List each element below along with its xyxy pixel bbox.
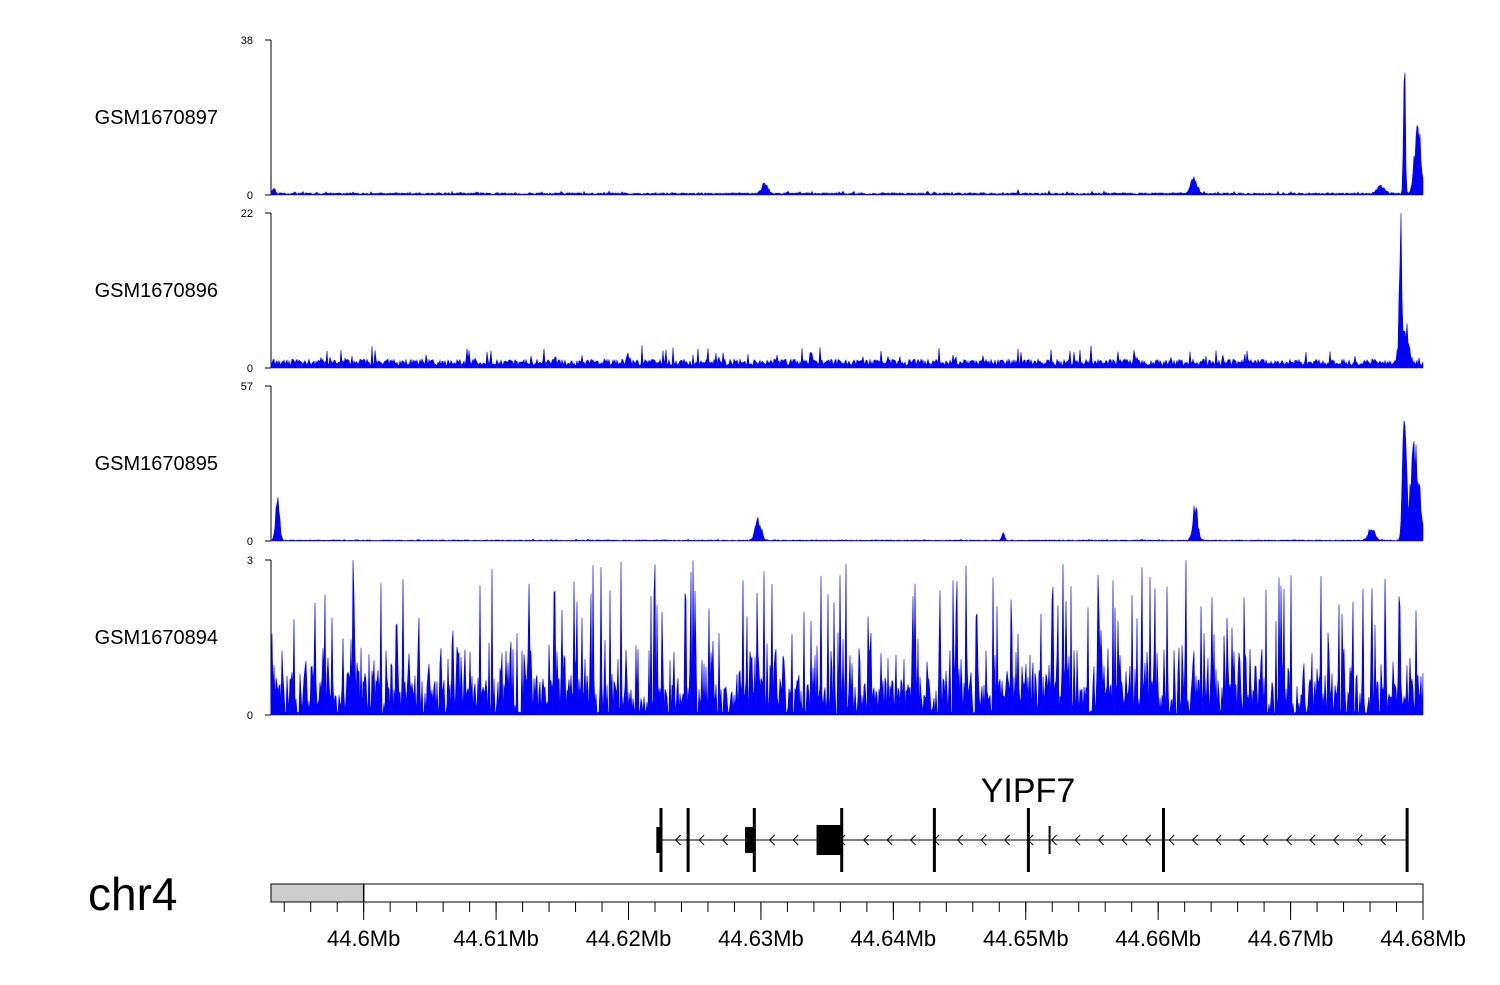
y-tick-label: 0 [247,190,253,202]
y-tick-label: 0 [247,710,253,722]
strand-chevron [1050,834,1058,846]
strand-chevron [768,834,776,846]
y-tick-label: 22 [241,208,253,220]
strand-chevron [1097,834,1105,846]
strand-chevron [886,834,893,846]
track-label: GSM1670896 [95,280,218,302]
gene-model: YIPF7 [656,772,1409,872]
strand-chevron [698,834,705,846]
y-tick-label: 0 [247,536,253,548]
x-tick-label: 44.67Mb [1248,926,1334,951]
track-gsm1670895: GSM1670895 57 0 [95,381,1424,548]
coverage-area [270,420,1424,542]
x-tick-label: 44.63Mb [718,926,804,951]
y-tick-label: 38 [241,35,253,47]
strand-chevron [1262,834,1269,846]
strand-chevron [1332,834,1340,846]
track-label: GSM1670894 [95,627,218,649]
strand-chevron [1121,834,1128,846]
coverage-area [270,560,1424,716]
strand-chevron [1074,834,1081,846]
x-tick-label: 44.65Mb [983,926,1069,951]
gene-name-label: YIPF7 [981,772,1075,810]
ideogram-band [271,884,364,902]
track-label: GSM1670897 [95,107,218,129]
strand-chevron [1144,834,1152,846]
track-gsm1670897: GSM1670897 38 0 [95,35,1424,202]
x-tick-label: 44.66Mb [1115,926,1201,951]
strand-chevron [980,834,987,846]
coverage-tracks: GSM1670897380GSM1670896220GSM1670895570G… [95,35,1424,722]
chromosome-label: chr4 [88,868,177,920]
strand-chevron [1215,834,1222,846]
y-tick-label: 0 [247,363,253,375]
strand-chevron [862,834,870,846]
strand-chevron [1356,834,1363,846]
x-tick-label: 44.68Mb [1380,926,1466,951]
coverage-area [270,72,1424,196]
x-tick-label: 44.61Mb [453,926,539,951]
strand-chevron [674,834,682,846]
strand-chevron [1309,834,1316,846]
exon [745,827,756,853]
strand-chevron [721,834,729,846]
strand-chevron [1191,834,1199,846]
strand-chevron [1285,834,1293,846]
strand-chevron [909,834,917,846]
y-tick-label: 57 [241,381,253,393]
strand-chevron [1238,834,1246,846]
strand-chevron [792,834,799,846]
x-tick-label: 44.6Mb [327,926,400,951]
genome-axis: chr4 44.6Mb 44.61Mb 44.62Mb 44.63Mb 44.64Mb 4… [88,868,1466,951]
strand-chevron [1379,834,1387,846]
strand-chevron [1003,834,1011,846]
strand-chevron [956,834,964,846]
y-tick-label: 3 [247,555,253,567]
track-label: GSM1670895 [95,453,218,475]
exon [656,827,662,853]
track-gsm1670896: GSM1670896 22 0 [95,208,1424,375]
track-gsm1670894: GSM1670894 3 0 [95,555,1424,722]
x-tick-label: 44.64Mb [851,926,937,951]
chromosome-ideogram [270,883,1424,903]
exon [816,825,844,855]
x-tick-label: 44.62Mb [586,926,672,951]
coverage-area [270,212,1424,369]
strand-chevron [1168,834,1175,846]
